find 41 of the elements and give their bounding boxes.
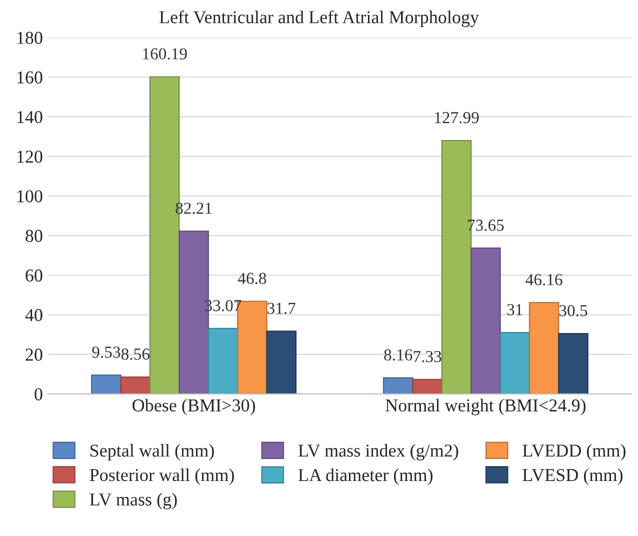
y-tick-label: 160 bbox=[17, 71, 42, 84]
y-tick-label: 100 bbox=[17, 190, 42, 202]
data-label: 46.16 bbox=[526, 274, 562, 286]
chart-title: Left Ventricular and Left Atrial Morphology bbox=[159, 10, 479, 28]
x-tick-label: Obese (BMI>30) bbox=[132, 398, 255, 416]
data-label: 46.8 bbox=[238, 272, 266, 284]
data-label: 8.56 bbox=[121, 348, 150, 360]
data-label: 30.5 bbox=[559, 305, 588, 316]
legend-label: Posterior wall (mm) bbox=[90, 468, 234, 485]
data-label: 9.53 bbox=[92, 346, 120, 358]
bar bbox=[528, 302, 560, 394]
bar bbox=[266, 330, 297, 394]
bar bbox=[470, 248, 501, 394]
legend-label: LV mass (g) bbox=[90, 492, 177, 510]
legend-label: Septal wall (mm) bbox=[90, 444, 214, 460]
y-tick-label: 140 bbox=[17, 110, 42, 124]
legend-label: LV mass index (g/m2) bbox=[298, 444, 458, 460]
data-label: 31 bbox=[507, 304, 522, 316]
x-tick-label: Normal weight (BMI<24.9) bbox=[386, 398, 586, 416]
data-label: 31.7 bbox=[268, 302, 296, 314]
data-label: 8.16 bbox=[384, 349, 412, 361]
y-tick-label: 120 bbox=[17, 150, 42, 163]
bar bbox=[91, 374, 122, 394]
y-tick-label: 0 bbox=[34, 388, 42, 400]
y-tick-label: 180 bbox=[17, 32, 42, 44]
bar bbox=[208, 328, 238, 394]
legend-label: LA diameter (mm) bbox=[298, 468, 432, 485]
data-label: 7.33 bbox=[414, 350, 442, 362]
bar bbox=[120, 376, 151, 394]
bar bbox=[382, 377, 414, 394]
legend-label: LVEDD (mm) bbox=[522, 444, 626, 460]
y-tick-label: 60 bbox=[26, 269, 42, 282]
bar bbox=[412, 378, 442, 394]
y-tick-label: 40 bbox=[25, 309, 42, 322]
data-label: 160.19 bbox=[143, 48, 187, 60]
y-tick-label: 20 bbox=[26, 348, 42, 361]
data-label: 127.99 bbox=[435, 112, 479, 124]
bar bbox=[558, 333, 588, 394]
legend-label: LVESD (mm) bbox=[522, 468, 622, 485]
bar bbox=[500, 332, 530, 394]
y-tick-label: 80 bbox=[26, 230, 42, 242]
